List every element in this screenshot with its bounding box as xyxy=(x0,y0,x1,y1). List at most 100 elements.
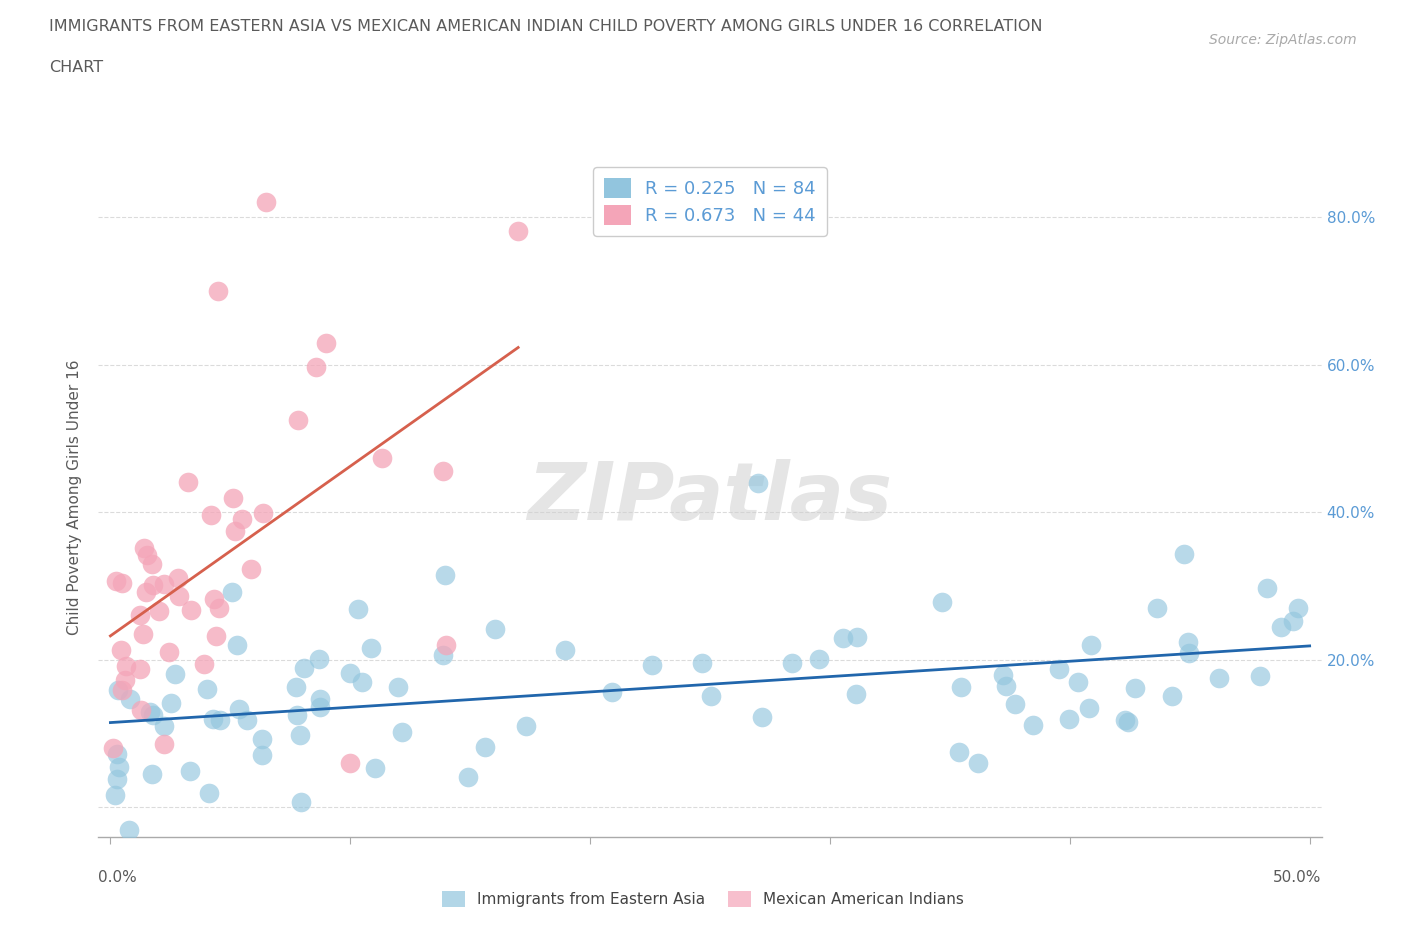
Point xyxy=(457,770,479,785)
Point xyxy=(167,570,190,585)
Point xyxy=(308,692,330,707)
Point xyxy=(139,704,162,719)
Point xyxy=(640,658,662,672)
Point xyxy=(747,475,769,490)
Point xyxy=(433,568,456,583)
Point xyxy=(807,652,830,667)
Point xyxy=(131,627,153,642)
Point xyxy=(104,788,127,803)
Point xyxy=(1114,713,1136,728)
Point xyxy=(845,686,868,701)
Point xyxy=(105,747,128,762)
Point xyxy=(699,689,721,704)
Point xyxy=(305,360,328,375)
Point xyxy=(1177,635,1199,650)
Point xyxy=(198,785,221,800)
Point xyxy=(165,666,187,681)
Legend: R = 0.225   N = 84, R = 0.673   N = 44: R = 0.225 N = 84, R = 0.673 N = 44 xyxy=(593,167,827,236)
Point xyxy=(105,573,128,588)
Point xyxy=(118,822,141,837)
Point xyxy=(1160,689,1182,704)
Text: CHART: CHART xyxy=(49,60,103,75)
Point xyxy=(252,748,274,763)
Point xyxy=(128,662,150,677)
Point xyxy=(780,656,803,671)
Point xyxy=(250,732,273,747)
Point xyxy=(995,679,1018,694)
Point xyxy=(1177,645,1199,660)
Point xyxy=(991,668,1014,683)
Point xyxy=(290,795,312,810)
Text: ZIPatlas: ZIPatlas xyxy=(527,458,893,537)
Point xyxy=(339,665,361,680)
Point xyxy=(180,603,202,618)
Point xyxy=(160,696,183,711)
Point xyxy=(221,585,243,600)
Point xyxy=(1004,697,1026,711)
Point xyxy=(148,604,170,618)
Point xyxy=(600,684,623,699)
Point xyxy=(1281,613,1303,628)
Point xyxy=(118,692,141,707)
Point xyxy=(108,760,131,775)
Point xyxy=(115,658,138,673)
Point xyxy=(347,601,370,616)
Point xyxy=(949,680,972,695)
Point xyxy=(1146,600,1168,615)
Point xyxy=(967,756,990,771)
Point xyxy=(240,562,263,577)
Point xyxy=(179,764,201,778)
Legend: Immigrants from Eastern Asia, Mexican American Indians: Immigrants from Eastern Asia, Mexican Am… xyxy=(436,884,970,913)
Point xyxy=(157,644,180,659)
Point xyxy=(288,728,311,743)
Point xyxy=(224,524,246,538)
Point xyxy=(128,607,150,622)
Text: Source: ZipAtlas.com: Source: ZipAtlas.com xyxy=(1209,33,1357,46)
Text: 0.0%: 0.0% xyxy=(98,870,138,884)
Point xyxy=(142,578,165,592)
Point xyxy=(177,474,200,489)
Point xyxy=(309,699,332,714)
Point xyxy=(101,740,124,755)
Point xyxy=(222,490,245,505)
Point xyxy=(364,761,387,776)
Point xyxy=(315,335,337,350)
Point xyxy=(105,771,128,786)
Point xyxy=(1080,638,1102,653)
Point xyxy=(1049,661,1071,676)
Point xyxy=(132,541,155,556)
Point xyxy=(236,712,259,727)
Point xyxy=(142,707,165,722)
Point xyxy=(202,712,225,727)
Point xyxy=(515,719,537,734)
Point xyxy=(208,712,231,727)
Point xyxy=(292,660,315,675)
Y-axis label: Child Poverty Among Girls Under 16: Child Poverty Among Girls Under 16 xyxy=(67,360,83,635)
Point xyxy=(387,680,409,695)
Point xyxy=(1256,580,1278,595)
Point xyxy=(208,601,231,616)
Point xyxy=(1123,681,1146,696)
Point xyxy=(1270,619,1292,634)
Point xyxy=(1057,711,1080,726)
Point xyxy=(207,284,229,299)
Point xyxy=(846,630,869,644)
Point xyxy=(391,724,413,739)
Point xyxy=(111,683,134,698)
Point xyxy=(111,576,134,591)
Point xyxy=(474,740,496,755)
Point xyxy=(339,756,361,771)
Point xyxy=(167,589,190,604)
Point xyxy=(252,506,274,521)
Point xyxy=(153,737,176,751)
Point xyxy=(1208,671,1230,685)
Point xyxy=(135,548,157,563)
Point xyxy=(231,512,253,526)
Point xyxy=(1286,601,1309,616)
Point xyxy=(152,718,174,733)
Point xyxy=(1022,718,1045,733)
Point xyxy=(484,621,506,636)
Point xyxy=(202,591,225,606)
Point xyxy=(1249,669,1271,684)
Point xyxy=(432,463,454,478)
